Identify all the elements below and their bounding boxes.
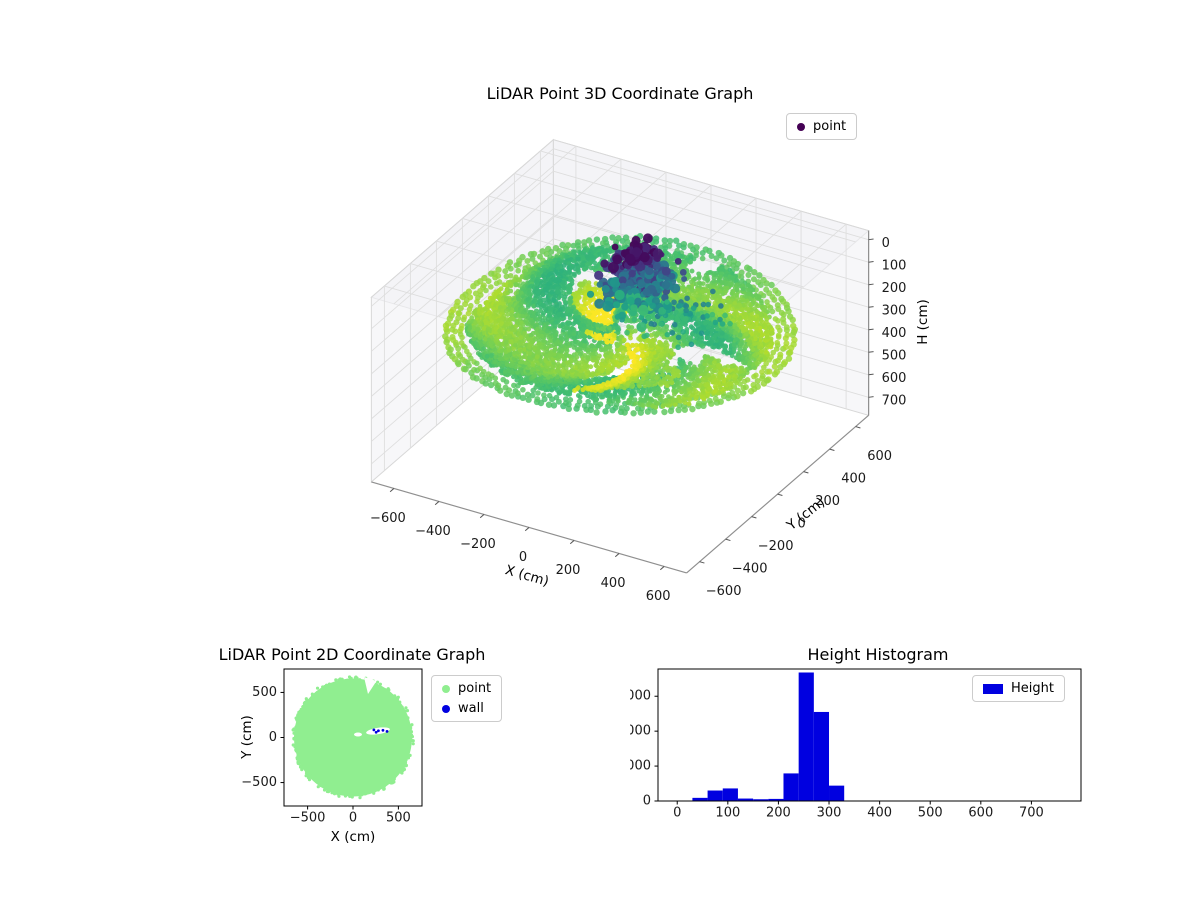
- legend-row-wall: wall: [442, 700, 491, 717]
- wall-legend-label: wall: [458, 701, 484, 716]
- histogram-title: Height Histogram: [807, 645, 949, 664]
- plot3d-haxis-label: H (cm): [915, 299, 931, 345]
- legend-row-point: point: [797, 118, 846, 135]
- plot2d-title: LiDAR Point 2D Coordinate Graph: [218, 645, 486, 664]
- legend-row-height: Height: [983, 680, 1054, 697]
- height-legend-label: Height: [1011, 681, 1054, 696]
- height-legend-patch-icon: [983, 683, 1003, 694]
- point-legend-marker-icon: [797, 122, 805, 131]
- plot3d-legend: point: [786, 113, 858, 140]
- plot3d-title: LiDAR Point 3D Coordinate Graph: [486, 84, 754, 103]
- plot3d-canvas: [300, 110, 960, 640]
- plot2d-xaxis-label: X (cm): [330, 829, 376, 845]
- histogram-legend: Height: [972, 675, 1065, 702]
- legend-row-point: point: [442, 680, 491, 697]
- plot2d-yaxis-label: Y (cm): [239, 715, 255, 759]
- wall-legend-marker-icon: [442, 704, 450, 713]
- point-legend-label: point: [458, 681, 492, 696]
- plot2d-legend: point wall: [431, 675, 503, 722]
- point-legend-label: point: [813, 119, 847, 134]
- point-legend-marker-icon: [442, 684, 450, 693]
